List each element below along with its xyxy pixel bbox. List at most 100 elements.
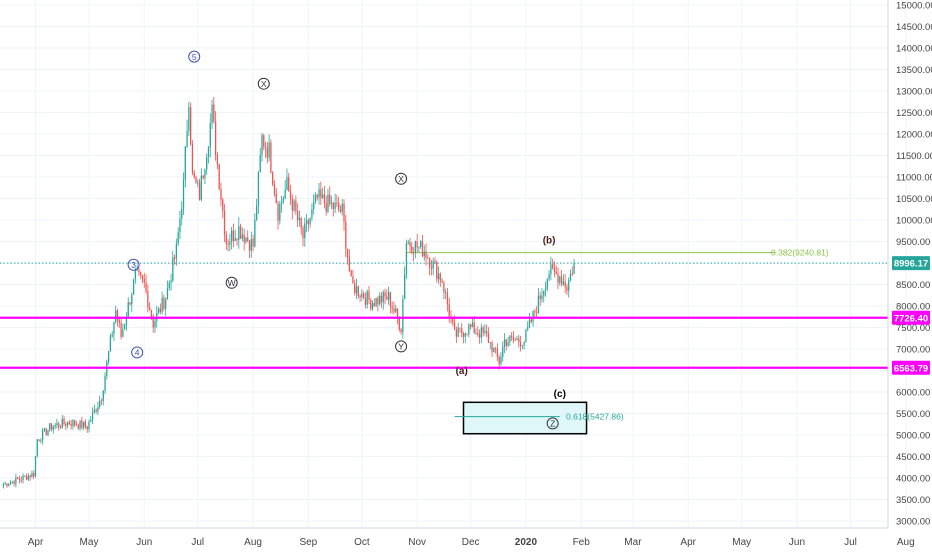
candle[interactable] — [250, 231, 252, 258]
candle[interactable] — [40, 438, 42, 444]
candle[interactable] — [27, 473, 30, 482]
candle[interactable] — [13, 479, 15, 487]
candle[interactable] — [412, 247, 415, 262]
candle[interactable] — [471, 317, 474, 328]
fibonacci-levels[interactable]: 0.382(9240.81) 0.618(5427.86) — [406, 248, 829, 422]
candle[interactable] — [302, 225, 304, 247]
candle[interactable] — [83, 421, 85, 431]
candle[interactable] — [234, 229, 236, 241]
candle[interactable] — [496, 343, 499, 362]
candle[interactable] — [487, 327, 490, 344]
candle[interactable] — [273, 180, 276, 197]
candle[interactable] — [405, 239, 408, 279]
candle[interactable] — [395, 304, 397, 314]
candle[interactable] — [539, 291, 541, 307]
candle[interactable] — [352, 269, 354, 284]
candle[interactable] — [289, 184, 292, 206]
candle[interactable] — [229, 233, 231, 252]
candle[interactable] — [120, 318, 122, 340]
candle[interactable] — [564, 273, 566, 294]
candle[interactable] — [90, 416, 92, 423]
candle[interactable] — [131, 292, 133, 312]
candle[interactable] — [286, 168, 288, 191]
candle[interactable] — [188, 101, 190, 136]
candle[interactable] — [102, 389, 104, 406]
candle[interactable] — [118, 318, 120, 328]
candle[interactable] — [491, 340, 493, 358]
candle[interactable] — [527, 321, 529, 332]
candle[interactable] — [509, 334, 511, 346]
candle[interactable] — [445, 288, 447, 300]
candle[interactable] — [138, 267, 140, 277]
candle[interactable] — [272, 171, 274, 187]
candle[interactable] — [65, 421, 67, 430]
candle[interactable] — [523, 341, 525, 350]
candle[interactable] — [50, 422, 53, 432]
candle[interactable] — [329, 186, 331, 207]
candle[interactable] — [516, 336, 518, 341]
candle[interactable] — [437, 266, 440, 285]
candle[interactable] — [206, 153, 208, 175]
candle[interactable] — [154, 316, 156, 333]
candle[interactable] — [305, 213, 308, 233]
candle[interactable] — [225, 231, 227, 251]
candle[interactable] — [145, 274, 147, 294]
candle[interactable] — [255, 198, 258, 222]
candle[interactable] — [432, 257, 434, 276]
candle[interactable] — [207, 146, 210, 164]
candle[interactable] — [297, 203, 299, 228]
time-axis[interactable]: Apr May Jun Jul Aug Sep Oct Nov Dec 2020 Feb Mar Apr… — [0, 527, 915, 548]
candle[interactable] — [84, 419, 87, 429]
candle[interactable] — [70, 419, 72, 430]
candle[interactable] — [168, 280, 170, 291]
candle[interactable] — [457, 322, 459, 338]
candle[interactable] — [418, 246, 420, 253]
candle[interactable] — [6, 483, 8, 488]
candle[interactable] — [2, 482, 5, 489]
candle[interactable] — [377, 295, 379, 312]
candle[interactable] — [93, 404, 95, 414]
candle[interactable] — [370, 298, 372, 311]
candle[interactable] — [66, 421, 69, 429]
candle[interactable] — [263, 133, 265, 151]
candle[interactable] — [511, 332, 513, 341]
candle[interactable] — [190, 102, 192, 146]
candle[interactable] — [430, 260, 433, 276]
candle[interactable] — [81, 416, 83, 430]
candle[interactable] — [493, 347, 495, 353]
candle[interactable] — [173, 254, 176, 265]
candle[interactable] — [136, 264, 138, 271]
candle[interactable] — [214, 111, 217, 161]
candle[interactable] — [97, 402, 99, 416]
candle[interactable] — [182, 172, 185, 216]
candle[interactable] — [313, 193, 315, 215]
candle[interactable] — [478, 329, 481, 344]
candle[interactable] — [443, 280, 445, 300]
candle[interactable] — [345, 214, 347, 258]
candle[interactable] — [475, 328, 477, 335]
candle[interactable] — [52, 425, 54, 434]
candle[interactable] — [389, 291, 392, 314]
candle[interactable] — [428, 257, 431, 276]
candle[interactable] — [387, 286, 390, 305]
candle[interactable] — [195, 175, 197, 184]
candle[interactable] — [462, 331, 465, 344]
candle[interactable] — [45, 427, 47, 436]
candle[interactable] — [334, 193, 336, 213]
candle[interactable] — [382, 290, 384, 310]
candle[interactable] — [528, 312, 531, 329]
candle[interactable] — [222, 197, 224, 219]
candle[interactable] — [104, 372, 106, 395]
candle[interactable] — [293, 198, 295, 213]
candle[interactable] — [468, 323, 470, 338]
candle[interactable] — [88, 419, 90, 433]
candle[interactable] — [241, 227, 244, 242]
candle[interactable] — [559, 275, 561, 286]
candle[interactable] — [18, 475, 21, 484]
candle[interactable] — [270, 139, 272, 174]
candle[interactable] — [161, 291, 163, 315]
candle[interactable] — [512, 330, 515, 344]
candle[interactable] — [147, 284, 149, 313]
candle[interactable] — [346, 248, 349, 265]
candle[interactable] — [503, 333, 506, 354]
